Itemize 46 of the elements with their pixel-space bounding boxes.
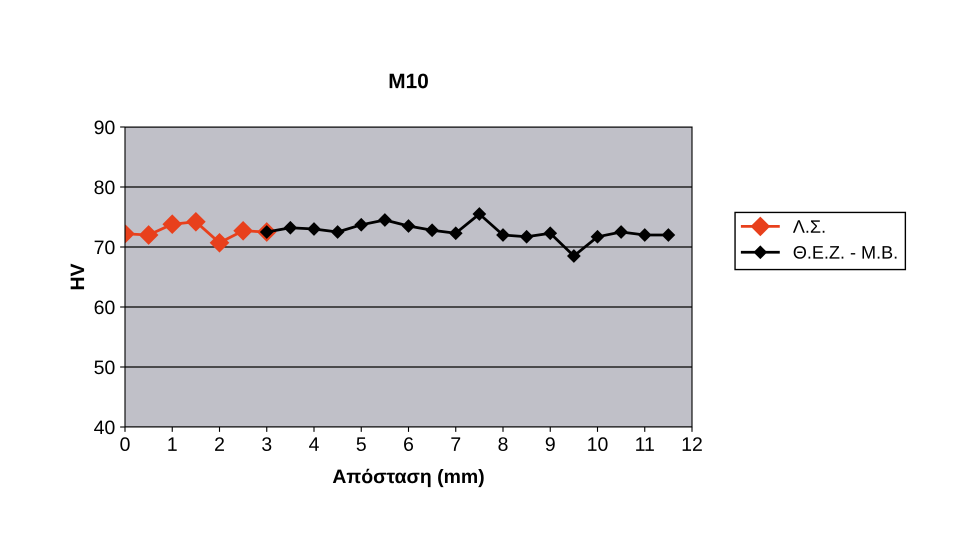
point bbox=[331, 225, 344, 239]
x-tick-label: 11 bbox=[636, 437, 654, 451]
point bbox=[662, 228, 675, 242]
y-tick-label: 60 bbox=[94, 300, 115, 314]
point bbox=[567, 249, 580, 263]
x-tick-label: 0 bbox=[120, 437, 130, 452]
point bbox=[378, 213, 392, 227]
point bbox=[496, 228, 510, 242]
x-tick-label: 8 bbox=[498, 437, 508, 452]
point bbox=[234, 221, 253, 240]
y-tick-label: 80 bbox=[94, 180, 115, 194]
x-tick-label: 4 bbox=[309, 437, 319, 451]
point bbox=[590, 230, 604, 244]
chart-title: M10 bbox=[390, 74, 428, 88]
x-tick-label: 12 bbox=[682, 437, 702, 451]
x-tick-label: 3 bbox=[262, 437, 272, 452]
y-axis-title: HV bbox=[70, 264, 84, 290]
point bbox=[139, 225, 158, 245]
x-tick-label: 2 bbox=[215, 437, 224, 451]
point bbox=[638, 228, 652, 242]
x-tick-label: 5 bbox=[356, 437, 366, 452]
point bbox=[614, 225, 628, 239]
point bbox=[307, 222, 321, 236]
y-tick-label: 70 bbox=[94, 240, 115, 254]
point bbox=[544, 226, 557, 240]
y-tick-label: 90 bbox=[94, 120, 115, 134]
point bbox=[210, 233, 230, 252]
point bbox=[162, 214, 182, 234]
legend-label: Θ.Ε.Ζ. - Μ.Β. bbox=[794, 246, 897, 259]
y-tick-label: 40 bbox=[94, 420, 115, 434]
x-tick-label: 10 bbox=[588, 437, 608, 452]
y-tick-label: 50 bbox=[94, 360, 115, 374]
x-tick-label: 7 bbox=[451, 437, 460, 451]
point bbox=[520, 230, 534, 244]
point bbox=[426, 224, 439, 237]
x-tick-label: 1 bbox=[168, 437, 177, 451]
point bbox=[354, 218, 368, 232]
legend-label: Λ.Σ. bbox=[792, 220, 824, 233]
point bbox=[449, 226, 462, 240]
point bbox=[472, 207, 486, 221]
point bbox=[402, 219, 416, 233]
x-axis-title: Απόσταση (mm) bbox=[332, 468, 484, 488]
x-tick-label: 9 bbox=[546, 437, 555, 452]
x-tick-label: 6 bbox=[404, 437, 414, 452]
point bbox=[284, 221, 297, 234]
point bbox=[186, 212, 206, 232]
